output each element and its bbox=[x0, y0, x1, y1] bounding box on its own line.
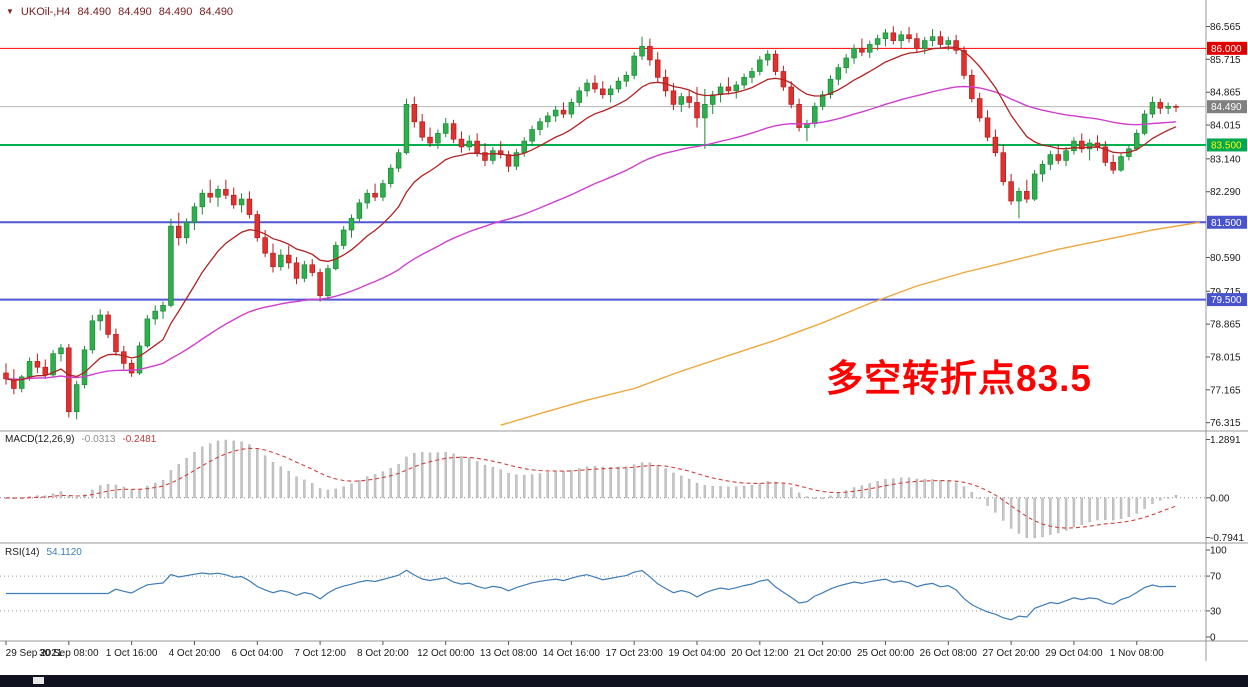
macd-signal-line bbox=[5, 447, 1177, 529]
svg-text:7 Oct 12:00: 7 Oct 12:00 bbox=[294, 648, 346, 659]
price-axis: 86.565 85.715 84.865 84.015 83.140 82.290 80.5… bbox=[1206, 22, 1241, 429]
svg-text:84.015: 84.015 bbox=[1210, 121, 1241, 132]
svg-text:17 Oct 23:00: 17 Oct 23:00 bbox=[606, 648, 664, 659]
svg-text:83.500: 83.500 bbox=[1211, 140, 1242, 151]
ohlc-open: 84.490 bbox=[77, 6, 112, 18]
panel-separators bbox=[0, 0, 1248, 661]
annotation-text: 多空转折点83.5 bbox=[826, 358, 1093, 399]
svg-text:70: 70 bbox=[1210, 572, 1222, 583]
moving-averages bbox=[5, 46, 1200, 426]
price-badges: 86.000 84.490 83.500 81.500 79.500 bbox=[1207, 41, 1247, 307]
taskbar-button[interactable] bbox=[33, 677, 44, 684]
macd-label: MACD(12,26,9) -0.0313 -0.2481 bbox=[5, 434, 156, 445]
svg-text:20 Oct 12:00: 20 Oct 12:00 bbox=[731, 648, 789, 659]
svg-text:21 Oct 20:00: 21 Oct 20:00 bbox=[794, 648, 852, 659]
svg-text:29 Sep 2021: 29 Sep 2021 bbox=[6, 648, 63, 659]
macd-main-value: -0.0313 bbox=[81, 434, 116, 445]
symbol-header: ▼ UKOil-,H4 84.490 84.490 84.490 84.490 bbox=[6, 6, 233, 18]
svg-text:13 Oct 08:00: 13 Oct 08:00 bbox=[480, 648, 538, 659]
svg-text:-0.7941: -0.7941 bbox=[1210, 533, 1244, 544]
ma-slow-line bbox=[500, 221, 1200, 426]
svg-text:100: 100 bbox=[1210, 546, 1227, 557]
svg-text:29 Oct 04:00: 29 Oct 04:00 bbox=[1045, 648, 1103, 659]
svg-text:80.590: 80.590 bbox=[1210, 253, 1241, 264]
svg-text:84.490: 84.490 bbox=[1211, 102, 1242, 113]
svg-text:77.165: 77.165 bbox=[1210, 385, 1241, 396]
svg-text:0.00: 0.00 bbox=[1210, 493, 1230, 504]
rsi-line bbox=[6, 569, 1177, 621]
macd-signal-value: -0.2481 bbox=[122, 434, 157, 445]
svg-text:1 Nov 08:00: 1 Nov 08:00 bbox=[1110, 648, 1164, 659]
rsi-label: RSI(14) 54.1120 bbox=[5, 547, 82, 558]
svg-text:79.500: 79.500 bbox=[1211, 295, 1242, 306]
svg-text:83.140: 83.140 bbox=[1210, 154, 1241, 165]
ohlc-close: 84.490 bbox=[199, 6, 234, 18]
svg-text:6 Oct 04:00: 6 Oct 04:00 bbox=[231, 648, 283, 659]
svg-text:27 Oct 20:00: 27 Oct 20:00 bbox=[982, 648, 1040, 659]
svg-text:84.865: 84.865 bbox=[1210, 88, 1241, 99]
rsi-value: 54.1120 bbox=[46, 547, 82, 558]
taskbar bbox=[0, 675, 1248, 687]
svg-text:76.315: 76.315 bbox=[1210, 418, 1241, 429]
ohlc-low: 84.490 bbox=[158, 6, 193, 18]
svg-text:8 Oct 20:00: 8 Oct 20:00 bbox=[357, 648, 409, 659]
svg-text:26 Oct 08:00: 26 Oct 08:00 bbox=[920, 648, 978, 659]
rsi-panel: 100 70 30 0 bbox=[0, 546, 1227, 644]
svg-text:19 Oct 04:00: 19 Oct 04:00 bbox=[668, 648, 726, 659]
svg-text:85.715: 85.715 bbox=[1210, 55, 1241, 66]
svg-text:4 Oct 20:00: 4 Oct 20:00 bbox=[169, 648, 221, 659]
svg-text:0: 0 bbox=[1210, 633, 1216, 644]
svg-text:82.290: 82.290 bbox=[1210, 187, 1241, 198]
svg-text:78.865: 78.865 bbox=[1210, 320, 1241, 331]
macd-panel: 1.2891 0.00 -0.7941 bbox=[0, 435, 1244, 544]
svg-text:12 Oct 00:00: 12 Oct 00:00 bbox=[417, 648, 475, 659]
svg-text:25 Oct 00:00: 25 Oct 00:00 bbox=[857, 648, 915, 659]
ma-fast-line bbox=[5, 46, 1177, 381]
symbol-name: UKOil-,H4 bbox=[20, 6, 71, 18]
svg-text:1.2891: 1.2891 bbox=[1210, 435, 1241, 446]
svg-text:30 Sep 08:00: 30 Sep 08:00 bbox=[39, 648, 99, 659]
level-lines bbox=[0, 47, 1206, 301]
svg-text:78.015: 78.015 bbox=[1210, 352, 1241, 363]
svg-text:86.565: 86.565 bbox=[1210, 22, 1241, 33]
svg-text:79.715: 79.715 bbox=[1210, 287, 1241, 298]
svg-text:86.000: 86.000 bbox=[1211, 44, 1242, 55]
ohlc-high: 84.490 bbox=[118, 6, 152, 18]
svg-text:81.500: 81.500 bbox=[1211, 218, 1242, 229]
candlesticks bbox=[3, 26, 1179, 420]
svg-text:1 Oct 16:00: 1 Oct 16:00 bbox=[106, 648, 158, 659]
symbol-triangle-icon: ▼ bbox=[6, 7, 14, 16]
macd-name: MACD(12,26,9) bbox=[5, 434, 75, 445]
svg-text:14 Oct 16:00: 14 Oct 16:00 bbox=[543, 648, 601, 659]
svg-text:30: 30 bbox=[1210, 606, 1222, 617]
ma-mid-line bbox=[5, 85, 1177, 380]
rsi-name: RSI(14) bbox=[5, 547, 40, 558]
